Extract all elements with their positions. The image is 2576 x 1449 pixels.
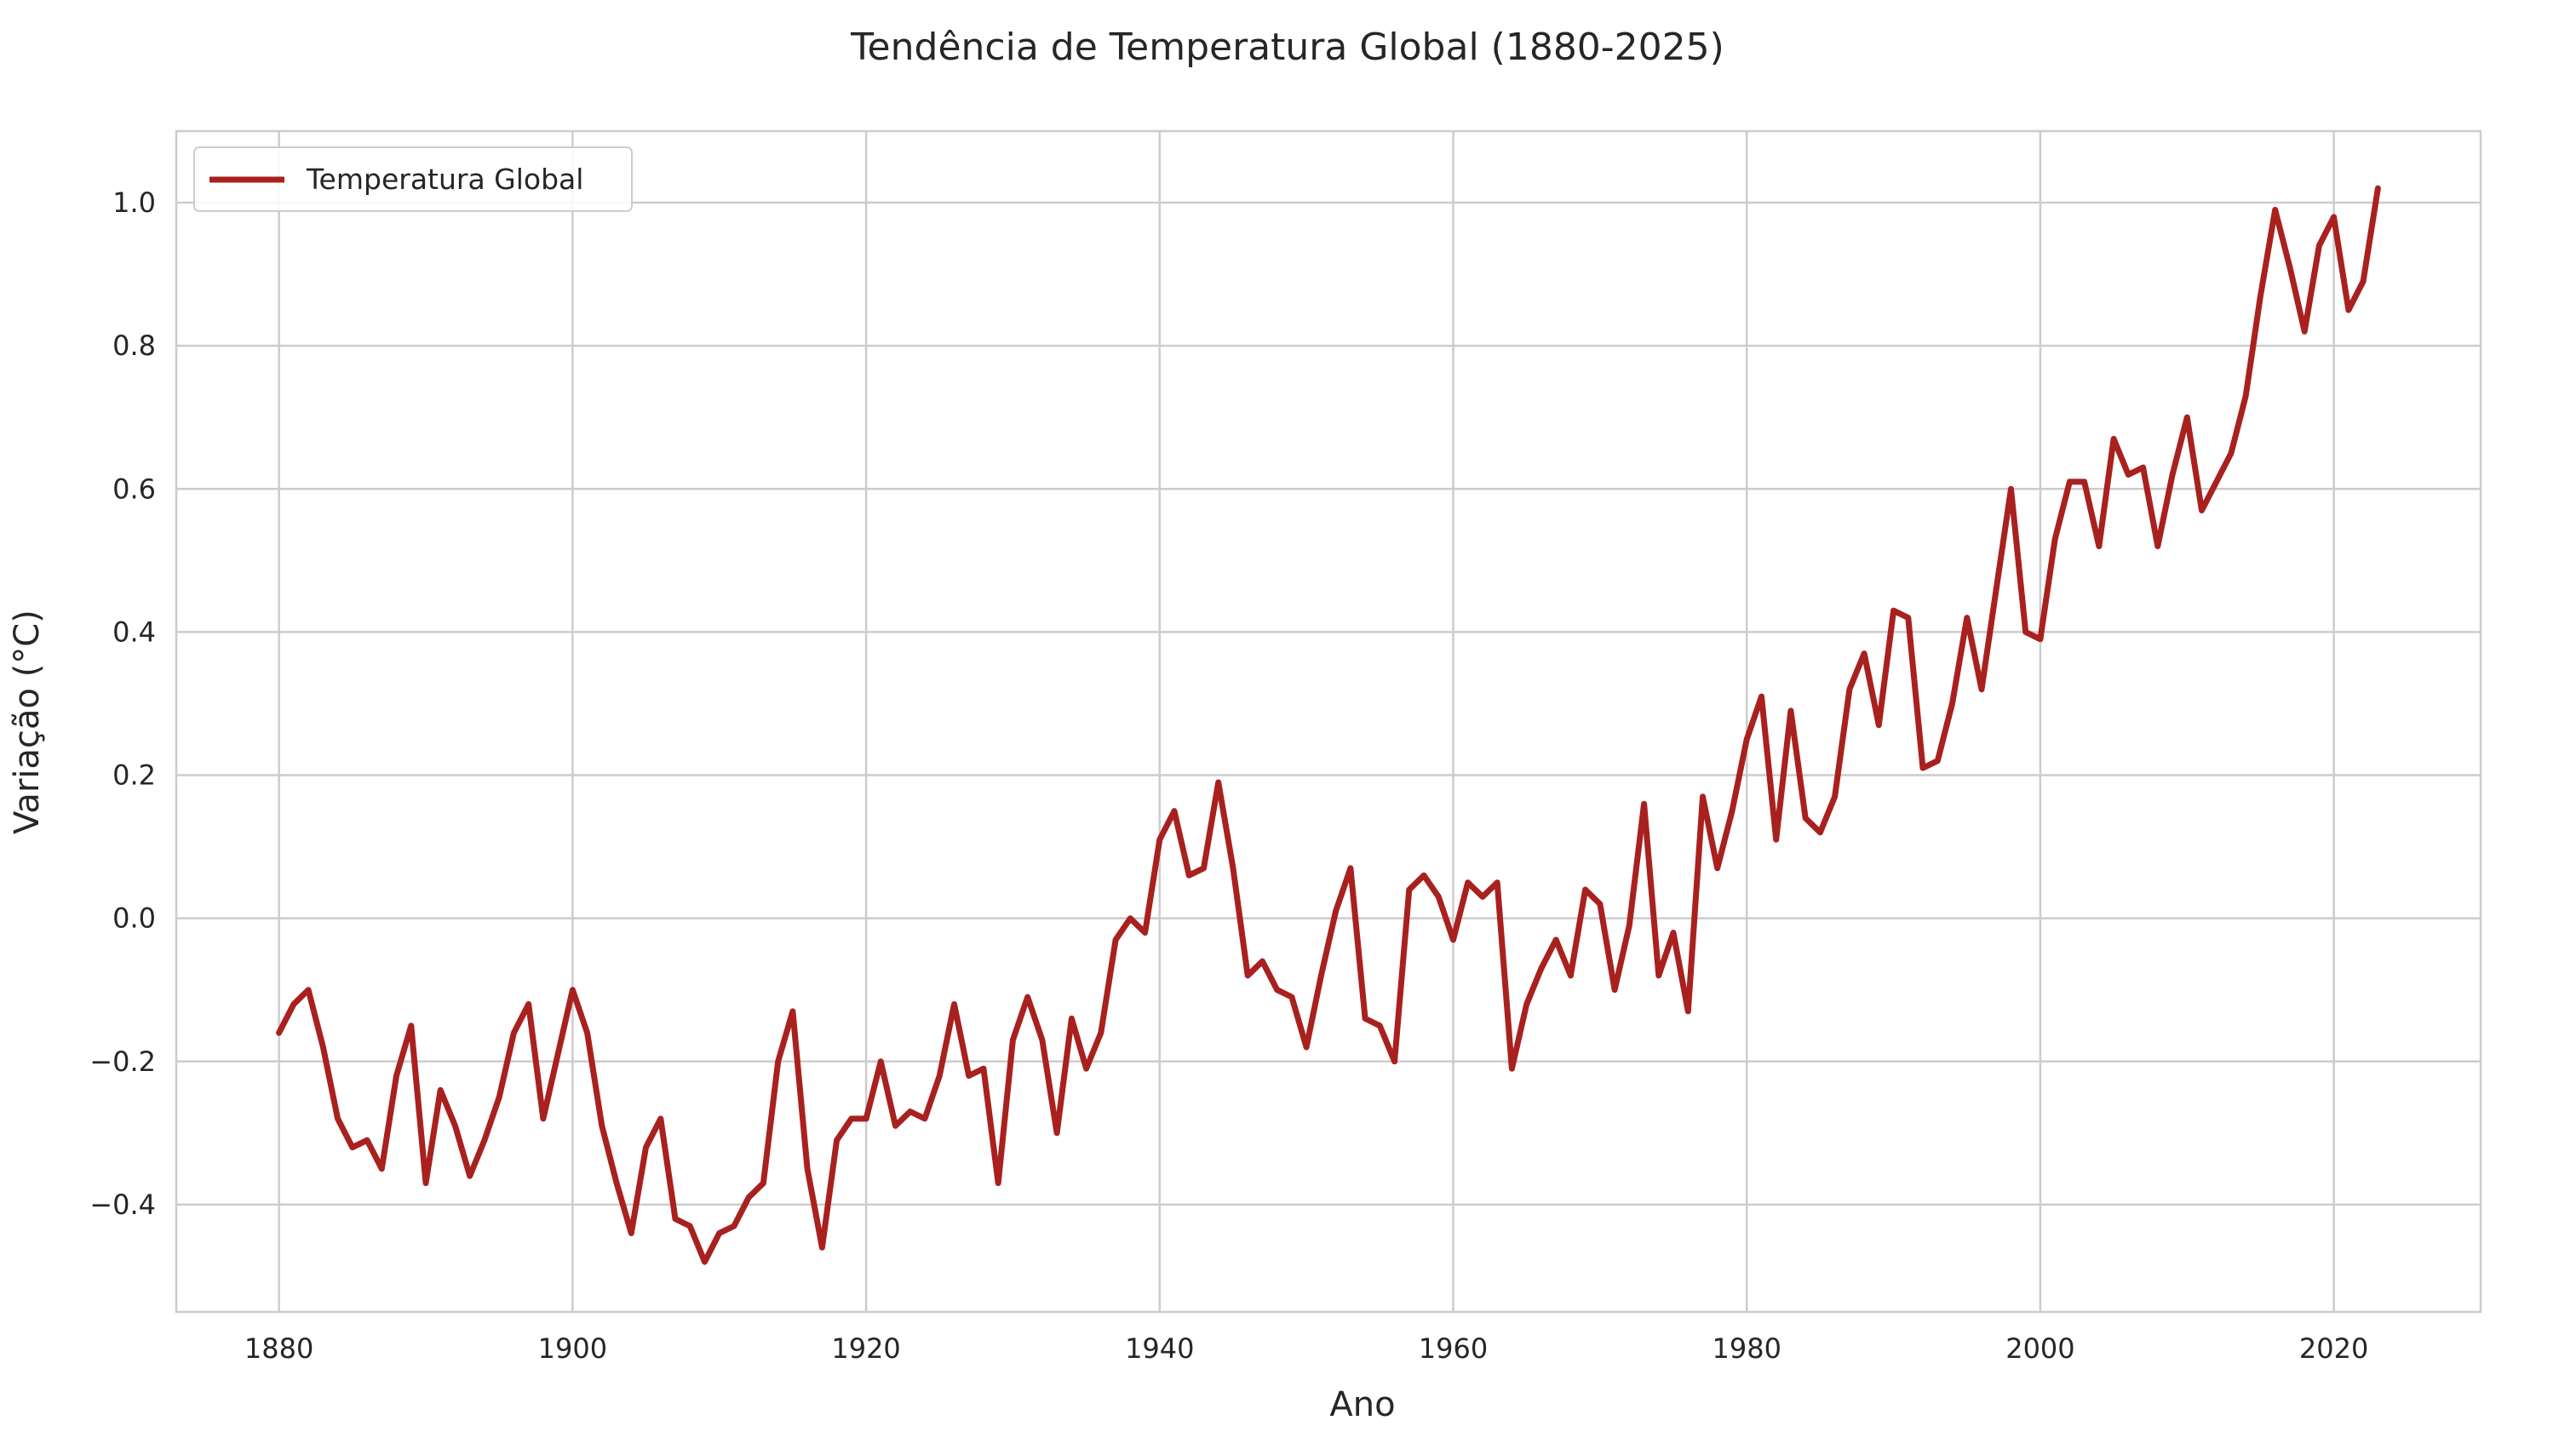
x-axis-ticks: 1880 1900 1920 1940 1960 1980 2000 2020 bbox=[244, 1332, 2368, 1365]
chart-title: Tendência de Temperatura Global (1880-20… bbox=[850, 26, 1724, 69]
y-tick-label: 0.4 bbox=[112, 616, 156, 648]
x-tick-label: 1960 bbox=[1419, 1332, 1488, 1365]
series-line-temperatura-global bbox=[276, 185, 2381, 1265]
x-tick-label: 1880 bbox=[244, 1332, 313, 1365]
y-tick-label: 0.2 bbox=[112, 759, 156, 792]
legend-box bbox=[193, 146, 633, 212]
x-tick-label: 2000 bbox=[2005, 1332, 2074, 1365]
x-tick-label: 2020 bbox=[2299, 1332, 2368, 1365]
y-tick-label: −0.2 bbox=[89, 1045, 156, 1078]
x-tick-label: 1920 bbox=[831, 1332, 900, 1365]
grid-lines bbox=[176, 131, 2481, 1312]
y-tick-label: 0.0 bbox=[112, 902, 156, 935]
y-tick-label: 1.0 bbox=[112, 186, 156, 219]
y-axis-ticks: −0.4 −0.2 0.0 0.2 0.4 0.6 0.8 1.0 bbox=[89, 186, 156, 1221]
x-axis-label: Ano bbox=[1329, 1385, 1395, 1424]
y-axis-label: Variação (°C) bbox=[8, 610, 47, 834]
y-tick-label: −0.4 bbox=[89, 1188, 156, 1221]
plot-area-frame bbox=[175, 129, 2482, 1314]
y-tick-label: 0.8 bbox=[112, 329, 156, 362]
y-tick-label: 0.6 bbox=[112, 472, 156, 505]
x-tick-label: 1940 bbox=[1125, 1332, 1194, 1365]
legend-label: Temperatura Global bbox=[306, 163, 583, 196]
x-tick-label: 1980 bbox=[1712, 1332, 1781, 1365]
legend: Temperatura Global bbox=[193, 146, 633, 212]
x-tick-label: 1900 bbox=[538, 1332, 607, 1365]
